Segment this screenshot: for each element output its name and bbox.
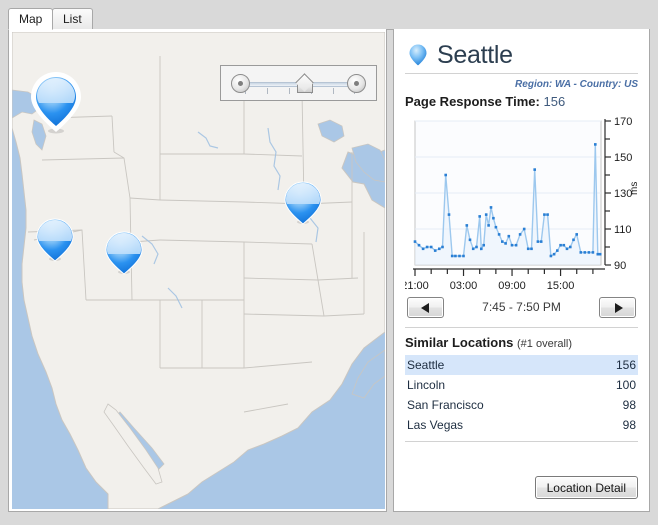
svg-text:130: 130 [614, 188, 632, 200]
map-panel [8, 29, 387, 512]
time-navigation: 7:45 - 7:50 PM [405, 297, 638, 328]
svg-text:150: 150 [614, 152, 632, 164]
metric-line: Page Response Time: 156 [405, 90, 638, 109]
map-marker-las-vegas[interactable] [105, 231, 143, 275]
location-header: Seattle [405, 37, 638, 74]
map-marker-seattle[interactable] [31, 72, 81, 134]
chart-graphic: 90 110 130 150 170 ms 21:00 03:00 09:00 15:00 [405, 116, 640, 292]
next-period-button[interactable] [599, 297, 636, 318]
similar-location-value: 156 [584, 355, 638, 375]
tab-list-label: List [63, 12, 82, 26]
location-detail-panel: Seattle Region: WA - Country: US Page Re… [393, 29, 650, 512]
similar-location-value: 98 [622, 398, 636, 412]
location-detail-button[interactable]: Location Detail [534, 476, 638, 499]
similar-location-name: Seattle [405, 355, 585, 375]
similar-location-row[interactable]: Lincoln 100 [405, 375, 638, 395]
similar-locations-title: Similar Locations [405, 335, 514, 350]
similar-location-row[interactable]: San Francisco 98 [405, 395, 638, 415]
map-graphic [12, 32, 385, 509]
page-title: Seattle [437, 41, 513, 69]
region-country-line: Region: WA - Country: US [515, 79, 638, 90]
similar-locations-divider [405, 441, 638, 442]
svg-text:21:00: 21:00 [405, 280, 429, 292]
map-marker-lincoln[interactable] [284, 181, 322, 225]
similar-location-row[interactable]: Las Vegas 98 [405, 415, 638, 435]
tab-list[interactable]: List [52, 8, 93, 30]
zoom-in-icon[interactable] [347, 74, 366, 93]
similar-location-name: San Francisco [407, 398, 484, 412]
svg-text:09:00: 09:00 [498, 280, 526, 292]
similar-location-name: Lincoln [407, 378, 446, 392]
tab-map[interactable]: Map [8, 8, 54, 30]
previous-period-button[interactable] [407, 297, 444, 318]
similar-locations-heading: Similar Locations (#1 overall) [405, 328, 638, 355]
similar-locations-table: Seattle 156 Lincoln 100 San Francisco 98 Las V… [405, 355, 638, 435]
zoom-out-icon[interactable] [231, 74, 250, 93]
time-range-label: 7:45 - 7:50 PM [482, 300, 561, 314]
svg-text:15:00: 15:00 [547, 280, 575, 292]
svg-text:170: 170 [614, 116, 632, 128]
map-marker-san-francisco[interactable] [36, 218, 74, 262]
similar-location-value: 98 [622, 418, 636, 432]
svg-text:03:00: 03:00 [450, 280, 478, 292]
similar-location-value: 100 [615, 378, 636, 392]
map-canvas[interactable] [12, 32, 385, 509]
tabstrip: Map List [8, 8, 650, 30]
metric-label: Page Response Time: [405, 94, 540, 109]
zoom-slider-handle[interactable] [297, 77, 313, 94]
similar-location-row[interactable]: Seattle 156 [405, 355, 638, 375]
similar-location-name: Las Vegas [407, 418, 464, 432]
map-zoom-slider[interactable] [220, 65, 377, 101]
response-time-chart[interactable]: 90 110 130 150 170 ms 21:00 03:00 09:00 15:00 [405, 115, 640, 293]
metric-value: 156 [543, 94, 566, 109]
similar-locations-rank: (#1 overall) [517, 338, 573, 350]
location-pin-icon [407, 42, 429, 68]
svg-text:90: 90 [614, 260, 626, 272]
svg-text:110: 110 [614, 224, 632, 236]
tab-map-label: Map [19, 12, 43, 26]
svg-text:ms: ms [629, 182, 640, 195]
